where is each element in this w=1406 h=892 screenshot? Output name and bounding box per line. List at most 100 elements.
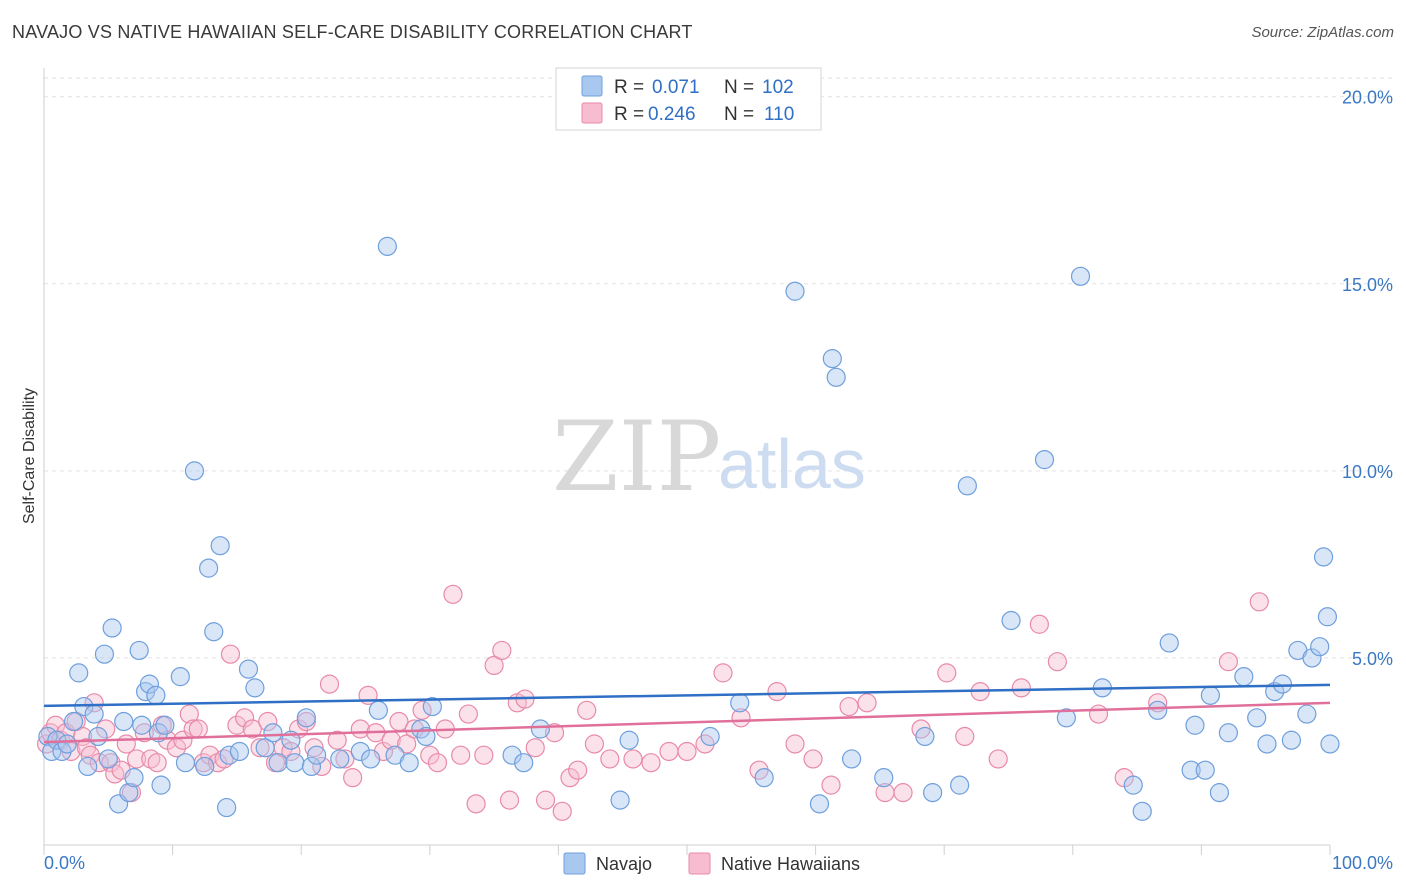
navajo-point-9 bbox=[84, 704, 104, 724]
trend-lines bbox=[43, 683, 1331, 744]
hawaiian-point-44 bbox=[304, 738, 324, 758]
hawaiian-point-47 bbox=[327, 730, 347, 750]
navajo-point-5 bbox=[63, 711, 84, 732]
navajo-point-30 bbox=[204, 622, 224, 642]
navajo-point-65 bbox=[822, 349, 842, 369]
navajo-point-87 bbox=[1234, 667, 1254, 687]
navajo-point-16 bbox=[119, 783, 139, 803]
y-tick-labels: 5.0% 10.0% 15.0% 20.0% bbox=[1342, 88, 1393, 669]
hawaiian-point-28 bbox=[188, 719, 208, 739]
navajo-point-75 bbox=[1056, 708, 1076, 728]
hawaiian-point-63 bbox=[451, 745, 471, 765]
navajo-point-83 bbox=[1185, 715, 1205, 735]
navajo-point-43 bbox=[285, 753, 305, 773]
hawaiian-point-59 bbox=[420, 745, 440, 765]
hawaiian-point-79 bbox=[584, 734, 605, 754]
navajo-point-94 bbox=[1297, 704, 1317, 724]
navajo-point-100 bbox=[610, 790, 630, 810]
hawaiian-point-77 bbox=[568, 760, 588, 780]
navajo-point-71 bbox=[950, 775, 970, 795]
hawaiian-point-87 bbox=[731, 708, 751, 728]
navajo-point-50 bbox=[368, 700, 388, 720]
navajo-point-6 bbox=[69, 663, 89, 683]
y-tick-label-2: 15.0% bbox=[1342, 275, 1393, 295]
hawaiian-point-76 bbox=[560, 768, 580, 788]
navajo-point-13 bbox=[102, 618, 122, 638]
navajo-point-35 bbox=[229, 741, 250, 762]
hawaiian-point-68 bbox=[492, 640, 512, 661]
navajo-point-86 bbox=[1218, 723, 1239, 743]
navajo-point-68 bbox=[874, 768, 894, 788]
navajo-point-73 bbox=[1001, 610, 1021, 631]
trend-line-navajo bbox=[43, 683, 1331, 708]
hawaiian-point-105 bbox=[1088, 704, 1109, 724]
hawaiian-point-103 bbox=[1029, 614, 1049, 634]
navajo-point-40 bbox=[268, 753, 288, 773]
hawaiian-point-12 bbox=[96, 719, 116, 739]
navajo-point-84 bbox=[1195, 760, 1215, 780]
hawaiian-point-74 bbox=[544, 723, 565, 743]
navajo-point-33 bbox=[217, 797, 237, 818]
navajo-point-101 bbox=[1200, 685, 1221, 705]
hawaiian-point-96 bbox=[893, 783, 913, 803]
legend-r-value-hawaiian: 0.246 bbox=[648, 104, 696, 125]
navajo-point-27 bbox=[184, 461, 205, 481]
hawaiian-point-2 bbox=[45, 715, 66, 735]
hawaiian-point-98 bbox=[937, 663, 957, 683]
hawaiian-point-66 bbox=[474, 745, 494, 765]
legend-n-label-navajo: N = bbox=[724, 77, 754, 98]
series-navajo bbox=[38, 236, 1340, 821]
hawaiian-point-75 bbox=[552, 801, 572, 821]
hawaiian-point-81 bbox=[623, 749, 643, 769]
navajo-point-99 bbox=[1310, 637, 1330, 657]
navajo-point-25 bbox=[155, 715, 175, 735]
navajo-point-48 bbox=[350, 741, 370, 762]
navajo-point-97 bbox=[1317, 607, 1338, 627]
hawaiian-point-102 bbox=[1011, 678, 1031, 698]
navajo-point-58 bbox=[530, 719, 550, 739]
hawaiian-point-33 bbox=[220, 644, 241, 664]
hawaiian-point-19 bbox=[134, 723, 154, 743]
hawaiian-point-84 bbox=[677, 741, 697, 762]
navajo-point-57 bbox=[514, 753, 534, 773]
navajo-point-59 bbox=[619, 730, 639, 750]
navajo-point-46 bbox=[307, 745, 327, 765]
hawaiian-point-65 bbox=[466, 794, 486, 814]
navajo-point-67 bbox=[842, 749, 862, 769]
navajo-point-19 bbox=[132, 715, 152, 735]
legend-r-label-navajo: R = bbox=[614, 77, 644, 98]
navajo-point-29 bbox=[195, 756, 215, 777]
hawaiian-point-36 bbox=[242, 719, 262, 739]
navajo-point-90 bbox=[1265, 681, 1285, 702]
navajo-point-69 bbox=[915, 726, 935, 747]
legend-swatch-hawaiian bbox=[581, 102, 603, 124]
navajo-point-34 bbox=[219, 745, 239, 765]
navajo-point-66 bbox=[826, 367, 846, 387]
hawaiian-point-30 bbox=[200, 745, 220, 765]
bottom-legend-swatch-navajo bbox=[563, 852, 586, 875]
navajo-point-60 bbox=[700, 726, 720, 747]
grid-lines bbox=[44, 77, 1392, 659]
navajo-point-82 bbox=[1181, 760, 1201, 780]
legend-r-value-navajo: 0.071 bbox=[652, 77, 700, 98]
navajo-point-85 bbox=[1209, 783, 1230, 803]
hawaiian-point-60 bbox=[427, 753, 448, 773]
y-tick-label-0: 5.0% bbox=[1352, 649, 1393, 669]
y-tick-label-1: 10.0% bbox=[1342, 462, 1393, 482]
chart-title: NAVAJO VS NATIVE HAWAIIAN SELF-CARE DISA… bbox=[12, 22, 693, 42]
navajo-point-38 bbox=[255, 738, 275, 758]
navajo-point-17 bbox=[124, 768, 144, 788]
hawaiian-point-91 bbox=[803, 749, 823, 769]
hawaiian-point-86 bbox=[713, 663, 733, 683]
navajo-point-88 bbox=[1247, 708, 1267, 728]
navajo-point-89 bbox=[1257, 734, 1277, 754]
navajo-point-63 bbox=[785, 281, 805, 301]
navajo-point-56 bbox=[502, 745, 522, 765]
navajo-point-18 bbox=[129, 640, 149, 661]
hawaiian-point-10 bbox=[84, 693, 104, 713]
hawaiian-point-101 bbox=[988, 749, 1008, 769]
navajo-point-15 bbox=[114, 711, 134, 732]
bottom-legend-label-hawaiian: Native Hawaiians bbox=[721, 854, 860, 874]
navajo-point-95 bbox=[1302, 648, 1322, 668]
navajo-point-55 bbox=[422, 696, 442, 717]
